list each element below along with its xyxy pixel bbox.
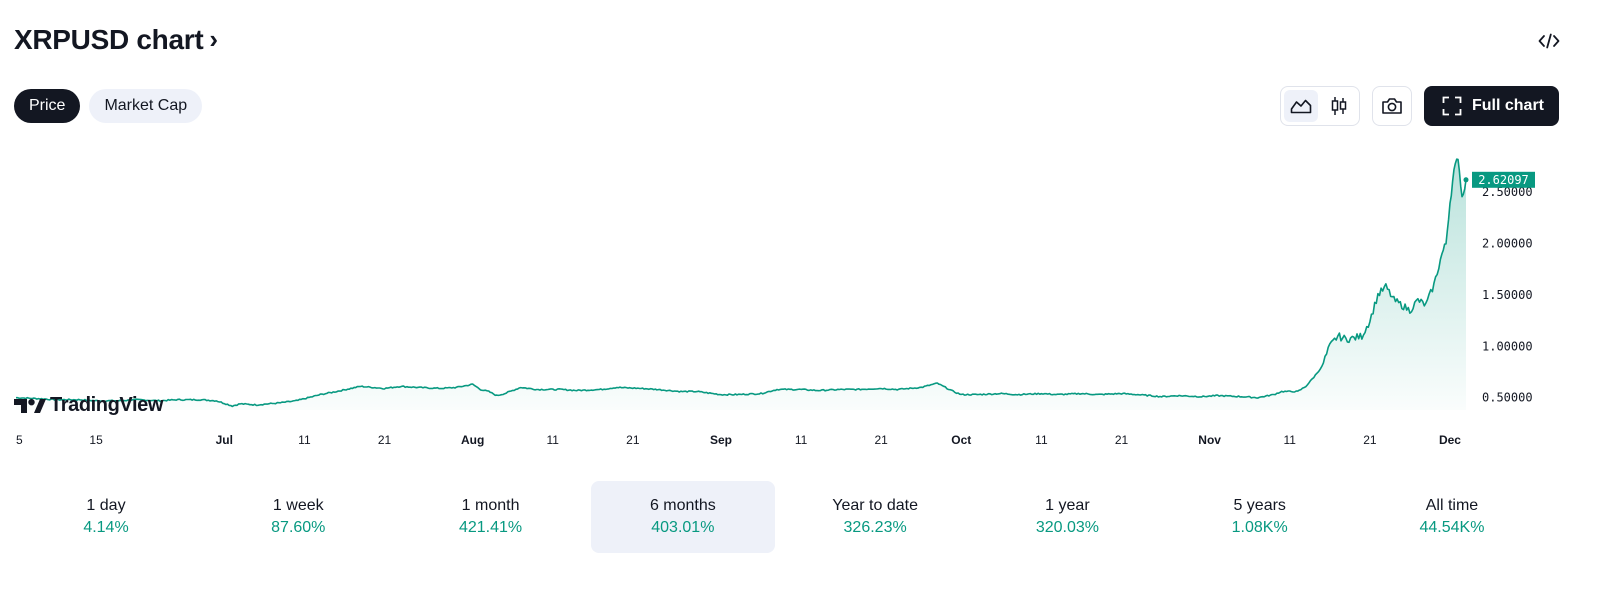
period-label: 5 years xyxy=(1233,497,1286,514)
y-tick-label: 1.50000 xyxy=(1482,288,1533,302)
x-tick-label: Jul xyxy=(216,433,233,447)
period-6-months[interactable]: 6 months 403.01% xyxy=(590,481,775,553)
chart-toolbar: Full chart xyxy=(1279,86,1559,126)
x-tick-label: 11 xyxy=(1284,433,1297,447)
period-label: Year to date xyxy=(832,497,918,514)
y-tick-label: 2.50000 xyxy=(1482,185,1533,199)
candlestick-icon xyxy=(1331,97,1347,115)
tab-price[interactable]: Price xyxy=(14,89,81,123)
period-year-to-date[interactable]: Year to date 326.23% xyxy=(783,481,967,553)
fullscreen-icon xyxy=(1442,96,1462,116)
x-tick-label: 21 xyxy=(1115,433,1129,447)
snapshot-button[interactable] xyxy=(1371,86,1412,126)
area-chart-icon xyxy=(1290,99,1312,114)
period-label: All time xyxy=(1425,497,1479,514)
x-tick-label: Nov xyxy=(1198,433,1221,447)
chevron-right-icon: › xyxy=(209,23,218,54)
period-label: 1 day xyxy=(86,497,126,514)
x-tick-label: 11 xyxy=(547,433,560,447)
price-chart[interactable]: 0.50000 1.00000 1.50000 2.00000 2.50000 5 15 J… xyxy=(0,140,1623,460)
period-5-years[interactable]: 5 years 1.08K% xyxy=(1168,481,1352,553)
x-tick-label: 21 xyxy=(378,433,392,447)
tradingview-logo-icon xyxy=(14,398,46,413)
tab-market-cap[interactable]: Market Cap xyxy=(89,89,203,123)
candlestick-chart-button[interactable] xyxy=(1322,90,1356,122)
period-1-week[interactable]: 1 week 87.60% xyxy=(206,481,390,553)
period-change: 87.60% xyxy=(271,519,326,536)
chart-title[interactable]: XRPUSD chart › xyxy=(14,24,218,56)
last-price-dot xyxy=(1463,177,1469,183)
x-tick-label: 5 xyxy=(16,433,23,447)
embed-code-button[interactable] xyxy=(1535,28,1563,54)
price-series-line xyxy=(16,158,1467,408)
period-change: 421.41% xyxy=(458,519,523,536)
period-change: 1.08K% xyxy=(1231,519,1288,536)
y-tick-label: 1.00000 xyxy=(1482,339,1533,353)
full-chart-label: Full chart xyxy=(1471,97,1544,114)
x-tick-label: 15 xyxy=(89,433,103,447)
full-chart-button[interactable]: Full chart xyxy=(1423,86,1559,126)
last-price-label: 2.62097 xyxy=(1478,173,1529,187)
x-tick-label: 11 xyxy=(298,433,311,447)
last-price-badge xyxy=(1472,171,1535,188)
period-change: 44.54K% xyxy=(1419,519,1485,536)
period-change: 403.01% xyxy=(651,519,715,536)
x-tick-label: 21 xyxy=(1363,433,1377,447)
period-1-month[interactable]: 1 month 421.41% xyxy=(399,481,583,553)
period-change: 4.14% xyxy=(83,519,129,536)
area-chart-button[interactable] xyxy=(1283,90,1318,122)
period-label: 1 year xyxy=(1045,497,1090,514)
period-label: 1 month xyxy=(461,497,520,514)
chart-style-toggle xyxy=(1279,86,1360,126)
x-tick-label: Dec xyxy=(1439,433,1461,447)
period-all-time[interactable]: All time 44.54K% xyxy=(1360,481,1544,553)
tradingview-logo-text: TradingView xyxy=(50,394,164,416)
period-1-day[interactable]: 1 day 4.14% xyxy=(14,481,198,553)
price-area-fill xyxy=(16,159,1466,410)
embed-code-icon xyxy=(1538,33,1560,49)
y-tick-label: 2.00000 xyxy=(1482,237,1533,251)
chart-tabs: Price Market Cap xyxy=(14,89,203,123)
x-tick-label: 11 xyxy=(1035,433,1048,447)
period-selector: 1 day 4.14% 1 week 87.60% 1 month 421.41… xyxy=(14,481,1544,553)
x-tick-label: 11 xyxy=(795,433,808,447)
y-tick-label: 0.50000 xyxy=(1482,391,1533,405)
x-tick-label: 21 xyxy=(875,433,889,447)
period-change: 326.23% xyxy=(843,519,907,536)
chart-title-text: XRPUSD chart xyxy=(14,24,204,55)
camera-icon xyxy=(1382,98,1402,114)
x-tick-label: Sep xyxy=(710,433,732,447)
period-change: 320.03% xyxy=(1035,519,1099,536)
x-tick-label: 21 xyxy=(626,433,640,447)
period-label: 1 week xyxy=(272,497,324,514)
x-tick-label: Oct xyxy=(951,433,971,447)
period-label: 6 months xyxy=(649,497,716,514)
x-tick-label: Aug xyxy=(461,433,484,447)
tradingview-logo[interactable]: TradingView xyxy=(14,394,163,417)
period-1-year[interactable]: 1 year 320.03% xyxy=(975,481,1159,553)
